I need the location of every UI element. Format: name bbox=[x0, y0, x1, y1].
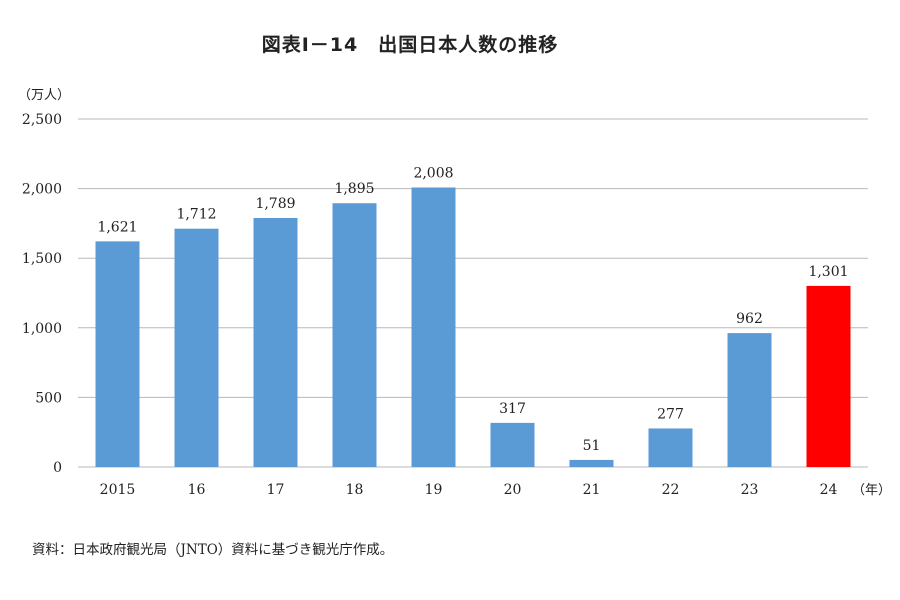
y-tick-label: 1,500 bbox=[22, 251, 62, 267]
data-label: 317 bbox=[499, 401, 526, 417]
data-label: 1,621 bbox=[97, 219, 137, 235]
data-label: 1,895 bbox=[334, 181, 374, 197]
x-tick-label: 24 bbox=[820, 482, 838, 498]
data-label: 1,712 bbox=[176, 207, 216, 223]
bar-18 bbox=[332, 203, 377, 467]
y-tick-label: 1,000 bbox=[22, 321, 62, 337]
bar-2015 bbox=[95, 241, 140, 467]
x-tick-label: 19 bbox=[425, 482, 443, 498]
x-tick-label: 23 bbox=[741, 482, 759, 498]
bar-19 bbox=[411, 187, 456, 468]
bar-16 bbox=[174, 228, 219, 467]
bar-24 bbox=[806, 285, 851, 467]
x-tick-label: 18 bbox=[346, 482, 364, 498]
x-tick-label: 2015 bbox=[100, 482, 136, 498]
bar-21 bbox=[569, 459, 614, 467]
y-tick-label: 2,500 bbox=[22, 112, 62, 128]
bar-20 bbox=[490, 422, 535, 467]
data-label: 51 bbox=[583, 438, 601, 454]
data-labels: 1,621 1,712 1,789 1,895 2,008 317 51 277 962 1,30… bbox=[97, 165, 848, 453]
x-tick-label: 22 bbox=[662, 482, 680, 498]
x-tick-label: 21 bbox=[583, 482, 601, 498]
bar-23 bbox=[727, 333, 772, 467]
bar-22 bbox=[648, 428, 693, 467]
data-label: 962 bbox=[736, 311, 763, 327]
y-axis-ticks: 0 500 1,000 1,500 2,000 2,500 bbox=[22, 112, 62, 476]
x-axis-ticks: 2015 16 17 18 19 20 21 22 23 24 bbox=[100, 482, 838, 498]
data-label: 1,789 bbox=[255, 196, 295, 212]
y-axis-unit-label: （万人） bbox=[18, 88, 70, 103]
y-tick-label: 2,000 bbox=[22, 182, 62, 198]
y-tick-label: 0 bbox=[53, 460, 62, 476]
chart-title: 図表Ⅰ－14 出国日本人数の推移 bbox=[261, 34, 559, 56]
source-note: 資料：日本政府観光局（JNTO）資料に基づき観光庁作成。 bbox=[32, 542, 394, 558]
data-label: 1,301 bbox=[808, 264, 848, 280]
y-tick-label: 500 bbox=[35, 390, 62, 406]
bars bbox=[95, 187, 851, 468]
x-tick-label: 16 bbox=[188, 482, 206, 498]
x-tick-label: 20 bbox=[504, 482, 522, 498]
x-axis-unit-label: （年） bbox=[852, 483, 891, 498]
x-tick-label: 17 bbox=[267, 482, 285, 498]
data-label: 277 bbox=[657, 406, 684, 422]
data-label: 2,008 bbox=[413, 165, 453, 181]
bar-17 bbox=[253, 217, 298, 467]
